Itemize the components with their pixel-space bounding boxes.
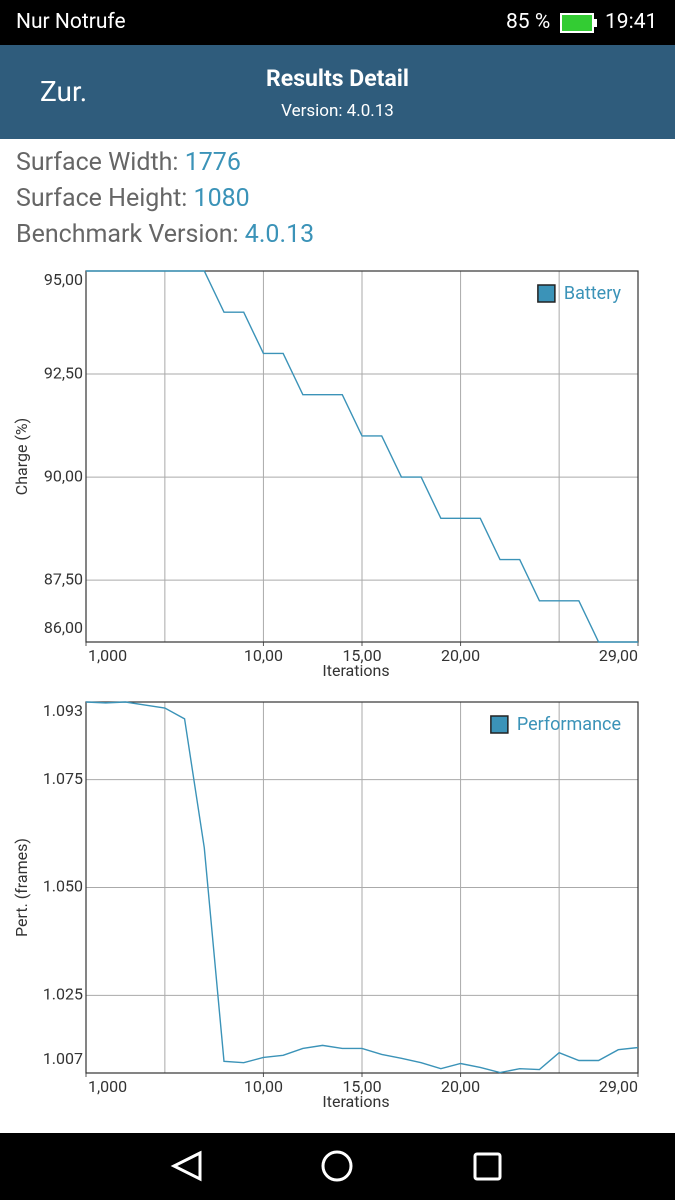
legend-swatch bbox=[490, 715, 509, 734]
info-row: Surface Height: 1080 bbox=[16, 181, 314, 217]
x-tick-label: 10,00 bbox=[244, 1077, 283, 1096]
plot-frame bbox=[85, 701, 639, 1074]
y-tick-label: 1.075 bbox=[43, 769, 83, 788]
y-axis-label: Pert. (frames) bbox=[12, 838, 31, 937]
legend-swatch bbox=[537, 284, 556, 303]
subtitle: Version: 4.0.13 bbox=[281, 101, 394, 121]
y-tick-label: 1.025 bbox=[43, 985, 83, 1004]
x-tick-label: 29,00 bbox=[599, 1077, 638, 1096]
nav-home[interactable] bbox=[321, 1150, 353, 1182]
x-axis-label: Iterations bbox=[322, 1092, 389, 1111]
x-tick-label: 1,000 bbox=[88, 646, 127, 665]
info-label: Surface Width: bbox=[16, 148, 179, 177]
y-tick-label: 92,50 bbox=[44, 363, 83, 382]
x-tick-label: 29,00 bbox=[599, 646, 638, 665]
y-tick-label: 1.093 bbox=[43, 701, 83, 720]
legend-label: Battery bbox=[564, 283, 622, 304]
y-tick-label: 90,00 bbox=[44, 466, 83, 485]
info-label: Benchmark Version: bbox=[16, 220, 239, 249]
x-tick-label: 1,000 bbox=[88, 1077, 127, 1096]
info-list: Surface Width: 1776 Surface Height: 1080… bbox=[16, 145, 314, 253]
nav-icons bbox=[170, 1150, 502, 1182]
x-tick-label: 15,00 bbox=[342, 646, 381, 665]
y-axis-label: Charge (%) bbox=[12, 418, 31, 495]
y-tick-label: 86,00 bbox=[44, 618, 83, 637]
data-line bbox=[86, 270, 638, 643]
charts: 95,00 92,50 90,00 87,50 86,00 1,000 10,00 15,00… bbox=[12, 270, 639, 1111]
carrier: Nur Notrufe bbox=[16, 10, 126, 34]
title: Results Detail bbox=[266, 65, 409, 92]
info-value: 1776 bbox=[184, 148, 241, 177]
y-tick-label: 1.050 bbox=[43, 877, 83, 896]
y-tick-label: 1.007 bbox=[43, 1049, 83, 1068]
nav-bar bbox=[0, 1133, 675, 1200]
info-label: Surface Height: bbox=[16, 184, 188, 213]
x-tick-label: 10,00 bbox=[244, 646, 283, 665]
x-axis-label: Iterations bbox=[322, 661, 389, 680]
x-tick-label: 20,00 bbox=[441, 1077, 480, 1096]
info-row: Surface Width: 1776 bbox=[16, 145, 314, 181]
info-row: Benchmark Version: 4.0.13 bbox=[16, 217, 314, 253]
data-line bbox=[85, 701, 639, 1074]
nav-back[interactable] bbox=[170, 1150, 202, 1182]
app-bar: Zur. Results Detail Version: 4.0.13 bbox=[0, 45, 675, 139]
battery-level: 85 % bbox=[506, 10, 551, 34]
nav-recents[interactable] bbox=[473, 1152, 502, 1181]
battery-icon bbox=[560, 13, 597, 33]
clock: 19:41 bbox=[605, 10, 658, 34]
x-tick-label: 20,00 bbox=[441, 646, 480, 665]
info-value: 1080 bbox=[193, 184, 250, 213]
y-tick-label: 95,00 bbox=[44, 270, 83, 289]
y-tick-label: 87,50 bbox=[44, 569, 83, 588]
back-button[interactable]: Zur. bbox=[40, 75, 88, 108]
legend-label: Performance bbox=[517, 714, 621, 735]
plot-frame bbox=[85, 270, 639, 643]
status-bar: Nur Notrufe 85 % 19:41 bbox=[0, 0, 675, 45]
info-value: 4.0.13 bbox=[244, 220, 315, 249]
x-tick-label: 15,00 bbox=[342, 1077, 381, 1096]
